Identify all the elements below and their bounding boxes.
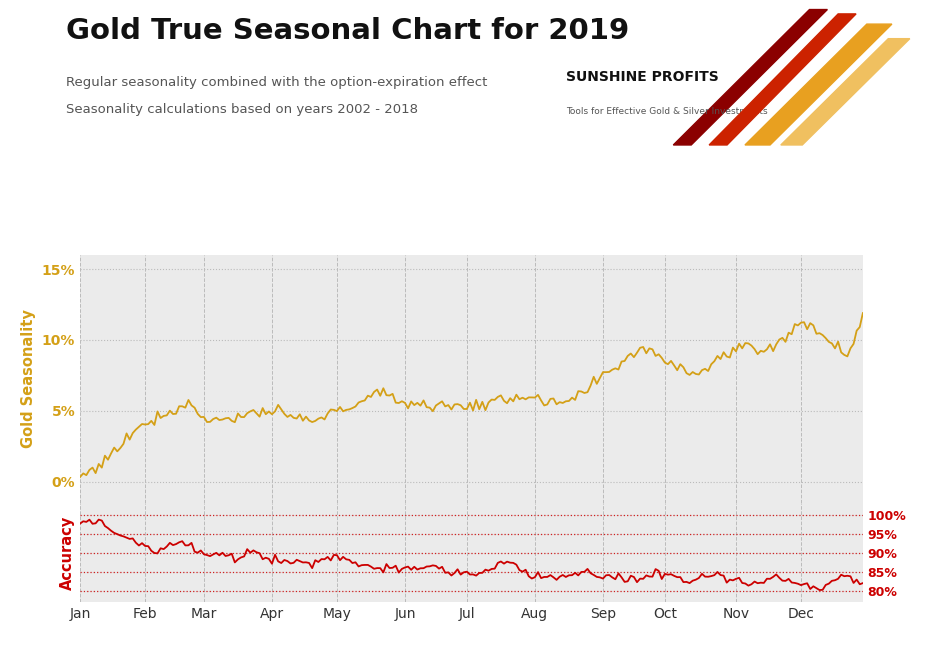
Text: Regular seasonality combined with the option-expiration effect: Regular seasonality combined with the op…	[66, 76, 488, 89]
Y-axis label: Gold Seasonality: Gold Seasonality	[22, 310, 36, 448]
Text: SUNSHINE PROFITS: SUNSHINE PROFITS	[566, 70, 719, 83]
Text: Gold True Seasonal Chart for 2019: Gold True Seasonal Chart for 2019	[66, 17, 629, 44]
Y-axis label: Accuracy: Accuracy	[59, 516, 74, 590]
Text: Seasonality calculations based on years 2002 - 2018: Seasonality calculations based on years …	[66, 103, 418, 116]
Polygon shape	[709, 14, 856, 145]
Polygon shape	[673, 9, 827, 145]
Polygon shape	[745, 24, 892, 145]
Text: Tools for Effective Gold & Silver Investments: Tools for Effective Gold & Silver Invest…	[566, 107, 768, 116]
Polygon shape	[781, 38, 910, 145]
